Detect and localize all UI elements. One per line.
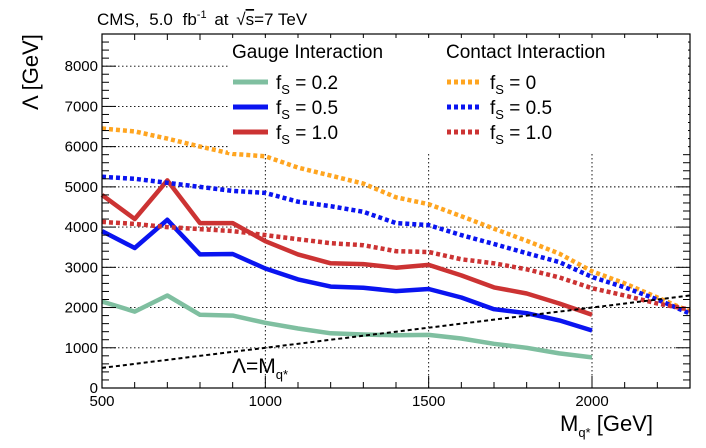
series-line-gauge-fs-0.5 xyxy=(100,217,593,333)
series-line-gauge-fs-0.2 xyxy=(101,293,593,360)
legend-label-gauge-0-5: fS = 0.5 xyxy=(276,98,338,122)
header-lumi-unit: fb xyxy=(183,10,197,29)
x-tick-label: 1000 xyxy=(249,393,282,410)
anno-lambda: Λ xyxy=(232,355,246,378)
legend-label-gauge-1-0: fS = 1.0 xyxy=(276,123,338,147)
series-line-contact-fs-1.0 xyxy=(101,219,691,312)
series-line-gauge-fs-1.0 xyxy=(100,178,593,317)
f-subscript: S xyxy=(495,107,504,122)
axis-tick-labels: 500 1000 1500 2000 0 1000 2000 3000 4000 5000 6000… xyxy=(65,58,609,410)
f-subscript: S xyxy=(495,132,504,147)
chart-header: CMS, 5.0 fb-1 at √s=7 TeV xyxy=(97,3,308,29)
x-tick-label: 500 xyxy=(89,393,114,410)
header-lumi-exp: -1 xyxy=(197,9,207,21)
lambda-equals-mq-annotation: Λ=Mq* xyxy=(232,355,288,382)
anno-sub: q* xyxy=(276,367,288,382)
f-subscript: S xyxy=(281,132,290,147)
f-subscript: S xyxy=(281,107,290,122)
y-tick-label: 4000 xyxy=(65,219,98,236)
y-axis-title: Λ [GeV] xyxy=(18,34,43,110)
data-series xyxy=(100,126,691,369)
anno-equals: =M xyxy=(246,355,276,378)
y-tick-label: 1000 xyxy=(65,340,98,357)
f-subscript: S xyxy=(495,82,504,97)
header-energy-var: s xyxy=(246,10,255,29)
f-letter: f xyxy=(276,123,282,144)
x-axis-title-main: M xyxy=(560,411,578,436)
y-tick-label: 3000 xyxy=(65,259,98,276)
y-tick-label: 5000 xyxy=(65,179,98,196)
legend-label-gauge-0-2: fS = 0.2 xyxy=(276,73,338,97)
legend-label-contact-1-0: fS = 1.0 xyxy=(490,123,552,147)
series-line-lambda-equals-mq xyxy=(101,294,691,369)
y-tick-label: 2000 xyxy=(65,300,98,317)
header-lumi-value: 5.0 xyxy=(149,10,173,29)
x-tick-label: 1500 xyxy=(412,393,445,410)
y-tick-label: 8000 xyxy=(65,58,98,75)
legend-label-contact-0-5: fS = 0.5 xyxy=(490,98,552,122)
f-letter: f xyxy=(276,98,282,119)
x-axis-title-unit: [GeV] xyxy=(591,411,653,436)
x-tick-label: 2000 xyxy=(575,393,608,410)
svg-text:CMS, 5.0 fb-1: CMS, 5.0 fb-1 at √s=7 TeV xyxy=(97,3,308,29)
f-letter: f xyxy=(490,123,496,144)
f-letter: f xyxy=(490,73,496,94)
y-tick-label: 0 xyxy=(90,380,98,397)
header-experiment: CMS, xyxy=(97,10,140,29)
series-line-contact-fs-0.5 xyxy=(101,174,691,316)
x-axis-title-sub: q* xyxy=(578,425,590,440)
header-sqrt-sign: √ xyxy=(236,10,246,29)
legend-label-contact-0: fS = 0 xyxy=(490,73,536,97)
header-at: at xyxy=(214,10,228,29)
y-tick-label: 7000 xyxy=(65,98,98,115)
legend: Gauge Interaction Contact Interaction fS… xyxy=(228,38,688,152)
header-energy-value: =7 TeV xyxy=(254,10,308,29)
legend-contact-header: Contact Interaction xyxy=(446,42,605,63)
f-letter: f xyxy=(490,98,496,119)
f-subscript: S xyxy=(281,82,290,97)
x-axis-title: Mq* [GeV] xyxy=(560,411,653,440)
grid-lines xyxy=(102,34,690,388)
legend-gauge-header: Gauge Interaction xyxy=(232,42,383,63)
series-line-contact-fs-0 xyxy=(101,126,691,314)
f-letter: f xyxy=(276,73,282,94)
y-tick-label: 6000 xyxy=(65,139,98,156)
